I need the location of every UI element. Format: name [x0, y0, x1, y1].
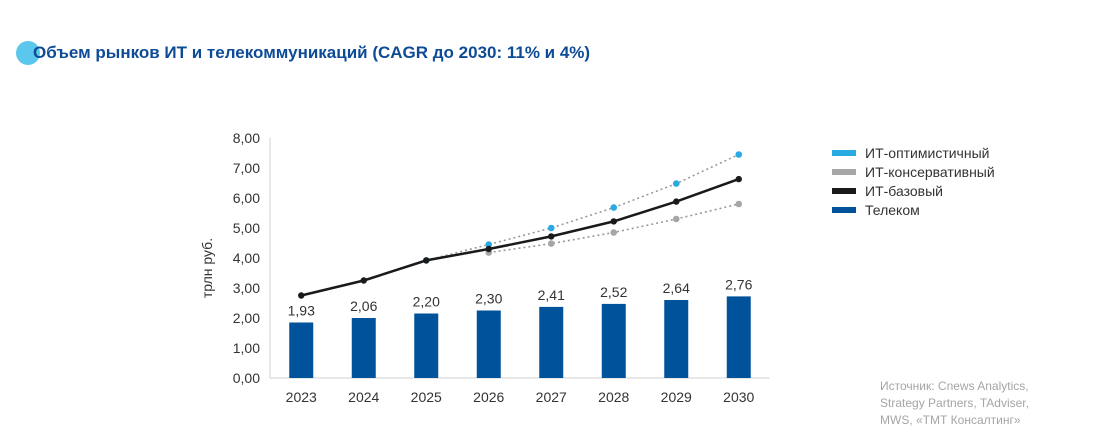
title-bullet-icon: [16, 41, 40, 65]
base-point: [423, 257, 430, 264]
scenario-point: [735, 151, 743, 158]
telecom-bar: [726, 296, 751, 378]
x-tick-label: 2027: [536, 389, 567, 405]
it-series: [298, 151, 743, 299]
y-tick-label: 0,00: [233, 370, 260, 386]
telecom-bar: [414, 313, 439, 378]
y-tick-label: 6,00: [233, 190, 260, 206]
base-line: [300, 177, 740, 297]
telecom-bar: [351, 318, 376, 378]
scenario-dotted-line: [488, 203, 739, 254]
telecom-bars: [289, 296, 751, 378]
y-tick-label: 8,00: [233, 130, 260, 146]
telecom-bar: [289, 322, 314, 378]
bar-data-label: 1,93: [288, 303, 315, 319]
legend-label: ИТ-базовый: [865, 182, 943, 199]
legend-swatch: [832, 187, 856, 194]
bar-data-label: 2,41: [538, 287, 565, 303]
legend-item: ИТ-базовый: [832, 181, 995, 200]
x-tick-label: 2030: [723, 389, 754, 405]
source-line: Strategy Partners, TAdviser,: [880, 396, 1029, 410]
bar-data-label: 2,76: [725, 276, 752, 292]
telecom-bar: [539, 306, 564, 378]
scenario-point: [485, 241, 493, 248]
x-tick-label: 2024: [348, 389, 379, 405]
y-tick-label: 7,00: [233, 160, 260, 176]
y-tick-label: 4,00: [233, 250, 260, 266]
y-tick-label: 3,00: [233, 280, 260, 296]
legend-label: Телеком: [865, 201, 920, 218]
scenario-point: [610, 229, 618, 236]
legend-item: ИТ-консервативный: [832, 162, 995, 181]
chart-legend: ИТ-оптимистичный ИТ-консервативный ИТ-базо…: [832, 143, 995, 219]
telecom-bar: [664, 300, 689, 378]
legend-swatch: [832, 168, 856, 175]
chart-title: Объем рынков ИТ и телекоммуникаций (CAGR…: [33, 43, 591, 62]
bar-data-label: 2,64: [663, 280, 690, 296]
telecom-bar: [601, 303, 626, 378]
y-tick-label: 1,00: [233, 340, 260, 356]
legend-label: ИТ-оптимистичный: [865, 144, 990, 161]
bar-data-label: 2,30: [475, 291, 502, 307]
scenario-point: [672, 180, 680, 187]
bar-data-label: 2,06: [350, 298, 377, 314]
x-tick-label: 2026: [473, 389, 504, 405]
legend-item: ИТ-оптимистичный: [832, 143, 995, 162]
base-point: [485, 245, 492, 253]
scenario-point: [735, 200, 743, 208]
legend-item: Телеком: [832, 200, 995, 219]
base-point: [298, 292, 305, 299]
base-point: [360, 277, 367, 284]
scenario-point: [610, 204, 618, 211]
x-tick-label: 2029: [661, 389, 692, 405]
chart-axes: 0,00 1,00 2,00 3,00 4,00 5,00 6,00 7,00 8,00 2023…: [199, 130, 770, 405]
scenario-point: [672, 215, 680, 223]
x-tick-label: 2028: [598, 389, 629, 405]
bar-data-label: 2,20: [413, 294, 440, 310]
base-point: [735, 175, 742, 183]
base-point: [610, 218, 617, 225]
base-point: [548, 233, 555, 240]
y-tick-label: 2,00: [233, 310, 260, 326]
scenario-point: [547, 240, 555, 247]
source-line: Источник: Cnews Analytics,: [880, 379, 1029, 393]
source-line: MWS, «ТМТ Консалтинг»: [880, 413, 1021, 427]
legend-swatch: [832, 149, 856, 156]
y-tick-label: 5,00: [233, 220, 260, 236]
source-note: Источник: Cnews Analytics, Strategy Part…: [880, 378, 1080, 429]
chart-labels: 1,93 2,06 2,20 2,30 2,41 2,52 2,64 2,76: [288, 276, 753, 318]
scenario-dotted-line: [426, 153, 740, 262]
y-axis-label: трлн руб.: [199, 238, 215, 298]
base-point: [673, 198, 680, 205]
scenario-point: [547, 224, 555, 232]
legend-swatch: [832, 206, 856, 213]
bar-data-label: 2,52: [600, 284, 627, 300]
legend-label: ИТ-консервативный: [865, 163, 995, 180]
x-tick-label: 2025: [411, 389, 442, 405]
telecom-bar: [476, 310, 501, 378]
x-tick-label: 2023: [286, 389, 317, 405]
